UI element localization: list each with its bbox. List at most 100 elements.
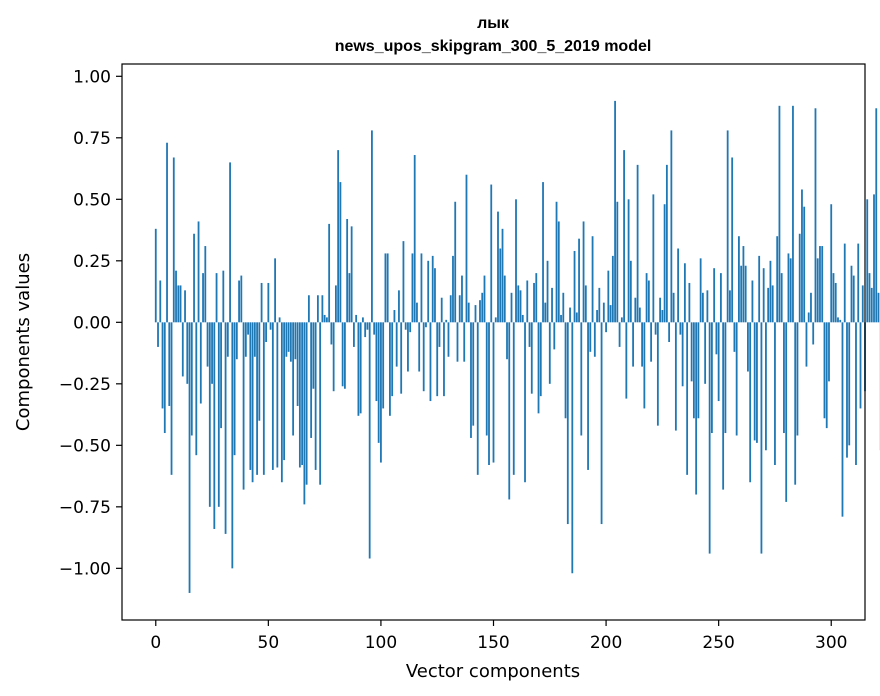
- bar: [168, 322, 171, 406]
- bar: [654, 322, 657, 335]
- bar: [429, 322, 432, 402]
- bar: [420, 253, 423, 323]
- bar: [780, 273, 783, 323]
- bar: [591, 236, 594, 323]
- bar: [249, 322, 252, 470]
- bar: [188, 322, 191, 593]
- bar: [314, 322, 317, 470]
- bar: [166, 142, 168, 323]
- bar: [467, 302, 470, 323]
- bar: [681, 322, 684, 387]
- bar: [634, 297, 637, 323]
- bar: [499, 248, 502, 323]
- bar: [265, 322, 267, 342]
- bar: [695, 322, 698, 495]
- y-axis: 1.00 0.75 0.50 0.25 0.00 −0.25 −0.50 −0.75 −1.00: [59, 67, 122, 579]
- bar: [778, 105, 781, 323]
- x-axis: 0 50 100 150 200 250 300: [150, 620, 847, 653]
- bar: [485, 322, 488, 436]
- y-tick-label: 1.00: [73, 67, 111, 87]
- bar: [400, 322, 403, 394]
- bar: [690, 322, 693, 382]
- bar: [267, 282, 270, 323]
- bar: [850, 265, 853, 323]
- bar: [852, 275, 855, 323]
- bar: [598, 287, 601, 323]
- bar: [841, 322, 844, 517]
- bar: [744, 265, 747, 323]
- bar: [332, 322, 335, 392]
- bar: [656, 322, 659, 426]
- bar: [463, 322, 466, 362]
- bar: [771, 285, 774, 323]
- bar: [605, 322, 607, 333]
- bar: [704, 322, 707, 384]
- bar: [515, 199, 517, 323]
- bar: [202, 273, 204, 323]
- bar: [767, 287, 770, 323]
- bar-series: [154, 100, 880, 593]
- bar: [738, 236, 740, 323]
- bar: [647, 280, 650, 323]
- bar: [371, 130, 373, 323]
- bar: [537, 322, 540, 414]
- bar: [357, 322, 360, 416]
- bar: [339, 182, 342, 323]
- bar: [285, 322, 288, 357]
- bar: [650, 322, 653, 362]
- bar: [751, 280, 754, 323]
- bar: [416, 302, 418, 323]
- bar: [692, 322, 695, 419]
- bar: [614, 100, 616, 323]
- bar: [262, 322, 265, 475]
- bar: [569, 307, 571, 323]
- bar: [792, 105, 794, 323]
- bar: [208, 322, 211, 507]
- bar: [837, 317, 839, 323]
- bar: [472, 322, 475, 426]
- x-axis-label: Vector components: [406, 661, 580, 682]
- bar: [517, 285, 520, 323]
- bar: [334, 285, 337, 323]
- bar: [157, 322, 159, 347]
- bar: [877, 292, 880, 323]
- bar: [447, 322, 450, 357]
- bar: [170, 322, 173, 475]
- bar: [280, 322, 283, 483]
- bar: [292, 322, 295, 436]
- bar: [796, 322, 799, 436]
- bar: [407, 322, 409, 372]
- bar: [819, 246, 821, 323]
- bar: [679, 322, 682, 335]
- bar: [366, 322, 369, 330]
- bar: [456, 322, 459, 362]
- bar: [803, 206, 806, 323]
- bar: [375, 322, 378, 402]
- bar: [503, 275, 506, 323]
- bar: [769, 260, 772, 323]
- bar: [762, 268, 765, 323]
- bar: [479, 300, 481, 323]
- bar: [530, 322, 533, 394]
- bar: [823, 322, 826, 419]
- bar: [422, 322, 425, 392]
- chart-title: лык: [477, 15, 510, 32]
- bar: [251, 322, 254, 483]
- bar: [452, 255, 454, 323]
- bar: [398, 290, 400, 323]
- bar: [672, 292, 675, 323]
- bar: [175, 270, 177, 323]
- bar: [783, 322, 785, 434]
- bar: [307, 295, 310, 323]
- bar: [659, 297, 662, 323]
- bar: [301, 322, 304, 466]
- bar: [224, 322, 227, 534]
- bar: [810, 292, 812, 323]
- bar: [578, 238, 580, 323]
- bar: [323, 314, 326, 323]
- bar: [785, 322, 788, 502]
- bar: [177, 285, 180, 323]
- bar: [661, 310, 664, 323]
- x-tick-label: 0: [150, 633, 161, 653]
- bar: [181, 322, 184, 377]
